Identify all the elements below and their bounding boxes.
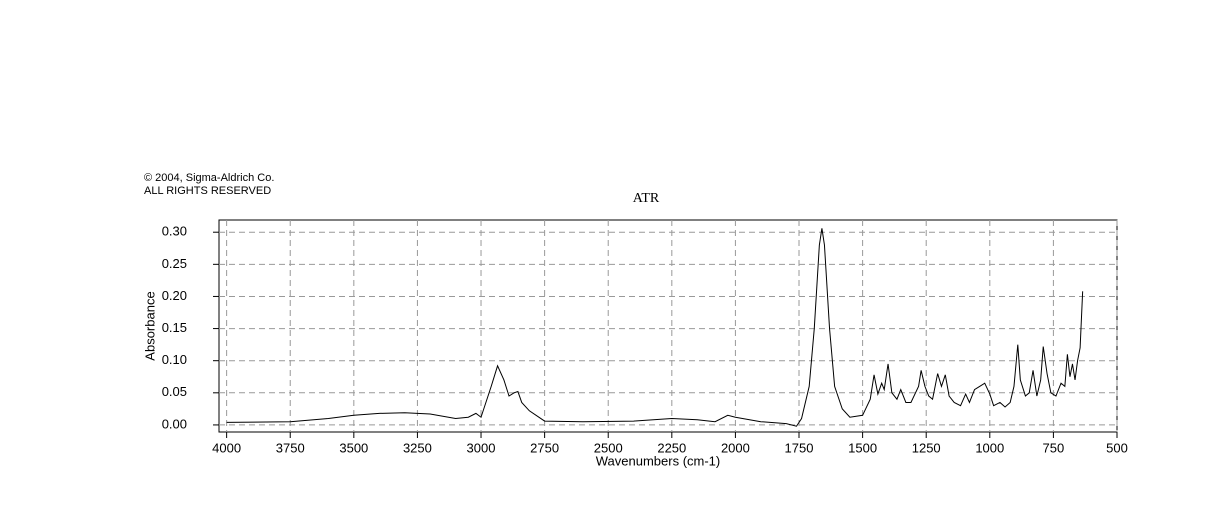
x-tick-label: 1000 <box>975 440 1004 455</box>
x-tick-label: 3750 <box>276 440 305 455</box>
y-tick-label: 0.05 <box>162 384 187 399</box>
copyright: © 2004, Sigma-Aldrich Co. <box>144 172 274 184</box>
y-tick-label: 0.00 <box>162 416 187 431</box>
x-tick-label: 1750 <box>785 440 814 455</box>
x-tick-label: 500 <box>1106 440 1128 455</box>
y-tick-label: 0.25 <box>162 256 187 271</box>
x-tick-label: 3500 <box>339 440 368 455</box>
x-tick-label: 2500 <box>594 440 623 455</box>
x-tick-label: 1500 <box>848 440 877 455</box>
x-tick-label: 2000 <box>721 440 750 455</box>
x-axis-label: Wavenumbers (cm-1) <box>596 453 720 468</box>
y-axis-label: Absorbance <box>142 291 157 360</box>
chart-title: ATR <box>633 191 660 206</box>
y-tick-label: 0.10 <box>162 352 187 367</box>
x-tick-label: 2750 <box>530 440 559 455</box>
x-tick-label: 750 <box>1043 440 1065 455</box>
y-tick-label: 0.20 <box>162 288 187 303</box>
x-tick-label: 1250 <box>912 440 941 455</box>
y-tick-label: 0.15 <box>162 320 187 335</box>
y-tick-label: 0.30 <box>162 224 187 239</box>
rights: ALL RIGHTS RESERVED <box>144 185 271 197</box>
x-tick-label: 3000 <box>467 440 496 455</box>
x-tick-label: 4000 <box>212 440 241 455</box>
spectrum-line <box>226 228 1084 427</box>
x-tick-label: 3250 <box>403 440 432 455</box>
x-tick-label: 2250 <box>657 440 686 455</box>
